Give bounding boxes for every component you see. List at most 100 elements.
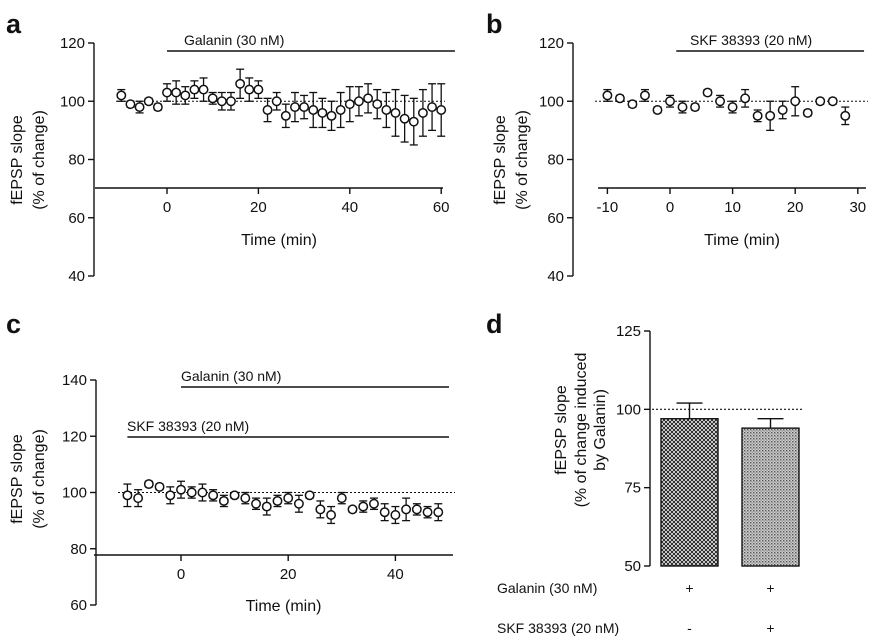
y-tick-label: 100 (539, 93, 564, 110)
data-point (602, 90, 613, 101)
data-point (417, 107, 428, 118)
panel-a: 40 60 80 100 120 fEPSP slope (% of change) 0 20 4… (9, 32, 455, 285)
data-point (353, 96, 364, 107)
data-point (401, 504, 412, 515)
data-point (197, 487, 208, 498)
treatment-label: Galanin (30 nM) (184, 32, 284, 48)
data-point (665, 96, 675, 107)
treatment-mark: + (685, 580, 693, 596)
data-point (752, 110, 763, 121)
data-point (262, 105, 273, 115)
data-point (272, 495, 283, 506)
data-point (358, 501, 369, 512)
panel-letter-b: b (486, 9, 503, 39)
data-point (271, 96, 282, 107)
data-point (244, 84, 255, 95)
data-point (116, 90, 127, 101)
y-tick-label: 60 (547, 210, 564, 227)
data-point (280, 110, 291, 121)
x-tick-label: 20 (787, 199, 804, 216)
data-point (740, 93, 751, 104)
data-point (283, 493, 294, 504)
data-point (304, 490, 315, 501)
data-point (433, 507, 444, 518)
treatment-label: SKF 38393 (20 nM) (127, 418, 249, 434)
x-tick-label: -10 (597, 199, 619, 216)
data-point (652, 105, 663, 115)
treatment-label: Galanin (30 nM) (181, 368, 281, 384)
treatment-row-label: Galanin (30 nM) (497, 580, 597, 596)
data-point (815, 96, 826, 107)
treatment-mark: + (766, 580, 774, 596)
y-tick-label: 100 (62, 485, 87, 502)
data-point (614, 93, 625, 104)
data-point (827, 96, 838, 107)
data-point (802, 107, 813, 118)
bar (660, 418, 719, 567)
data-point (253, 84, 264, 95)
y-axis-label: fEPSP slope (9, 434, 26, 524)
data-point (390, 107, 401, 118)
y-axis-label: by Galanin) (592, 389, 609, 471)
treatment-label: SKF 38393 (20 nM) (690, 32, 812, 48)
data-point (390, 510, 401, 520)
data-point (399, 113, 410, 124)
y-tick-label: 60 (68, 210, 85, 227)
y-tick-label: 100 (616, 401, 641, 418)
data-point (335, 105, 346, 115)
data-point (777, 105, 788, 115)
data-point (422, 507, 433, 518)
data-point (122, 490, 133, 501)
y-tick-label: 40 (68, 268, 85, 285)
data-point (240, 493, 251, 504)
data-point (208, 490, 219, 501)
data-point (765, 110, 776, 121)
data-point (165, 490, 176, 501)
y-axis-label: (% of change) (31, 429, 48, 529)
data-point (189, 84, 200, 95)
data-point (216, 96, 227, 107)
data-point (369, 498, 379, 509)
data-point (411, 504, 422, 515)
data-point (133, 493, 144, 504)
data-point (408, 116, 419, 127)
data-point (218, 495, 229, 506)
x-axis-label: Time (min) (704, 232, 780, 249)
treatment-row-label: SKF 38393 (20 nM) (497, 620, 619, 636)
y-tick-label: 100 (60, 93, 85, 110)
data-point (152, 102, 163, 113)
y-tick-label: 120 (62, 428, 87, 445)
y-axis-label: (% of change induced (573, 353, 590, 508)
data-point (344, 99, 355, 110)
data-point (198, 84, 209, 95)
data-point (715, 96, 726, 107)
data-point (261, 501, 272, 512)
data-point (251, 498, 261, 509)
data-point (326, 510, 337, 520)
data-point (134, 102, 145, 113)
data-point (372, 99, 383, 110)
x-axis-label: Time (min) (241, 232, 317, 249)
data-point (308, 105, 319, 115)
data-point (235, 78, 246, 89)
data-point (790, 96, 801, 107)
y-tick-label: 120 (539, 35, 564, 52)
data-point (290, 102, 300, 113)
y-tick-label: 125 (616, 323, 641, 340)
data-point (317, 107, 328, 118)
x-axis-label: Time (min) (246, 598, 322, 615)
y-tick-label: 50 (624, 558, 641, 575)
x-tick-label: 0 (163, 199, 171, 216)
data-point (176, 484, 186, 495)
y-tick-label: 75 (624, 480, 641, 497)
x-tick-label: 0 (666, 199, 674, 216)
x-tick-label: 10 (724, 199, 741, 216)
y-axis-label: fEPSP slope (492, 115, 509, 205)
data-point (840, 110, 851, 121)
x-tick-label: 20 (250, 199, 267, 216)
y-tick-label: 80 (68, 152, 85, 169)
x-tick-label: 0 (177, 566, 185, 583)
y-tick-label: 40 (547, 268, 564, 285)
data-point (162, 87, 172, 98)
data-point (381, 105, 392, 115)
